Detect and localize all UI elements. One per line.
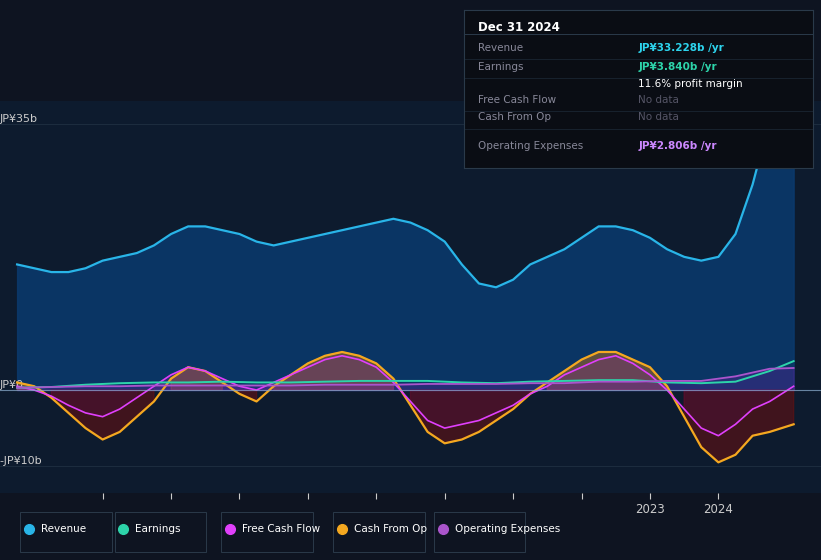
Text: JP¥3.840b /yr: JP¥3.840b /yr (639, 62, 717, 72)
Text: No data: No data (639, 113, 679, 123)
Text: Cash From Op: Cash From Op (354, 524, 427, 534)
Text: Revenue: Revenue (41, 524, 86, 534)
Text: Operating Expenses: Operating Expenses (478, 141, 583, 151)
Text: 11.6% profit margin: 11.6% profit margin (639, 78, 743, 88)
Text: Dec 31 2024: Dec 31 2024 (478, 21, 560, 34)
Text: Free Cash Flow: Free Cash Flow (241, 524, 320, 534)
Text: -JP¥10b: -JP¥10b (0, 456, 42, 466)
Text: Earnings: Earnings (135, 524, 181, 534)
Text: JP¥2.806b /yr: JP¥2.806b /yr (639, 141, 717, 151)
Text: JP¥0: JP¥0 (0, 380, 23, 390)
Text: Cash From Op: Cash From Op (478, 113, 551, 123)
Text: Earnings: Earnings (478, 62, 523, 72)
Text: Revenue: Revenue (478, 43, 523, 53)
Text: JP¥33.228b /yr: JP¥33.228b /yr (639, 43, 724, 53)
Text: Operating Expenses: Operating Expenses (455, 524, 560, 534)
Text: No data: No data (639, 95, 679, 105)
Text: Free Cash Flow: Free Cash Flow (478, 95, 556, 105)
Text: JP¥35b: JP¥35b (0, 114, 37, 124)
